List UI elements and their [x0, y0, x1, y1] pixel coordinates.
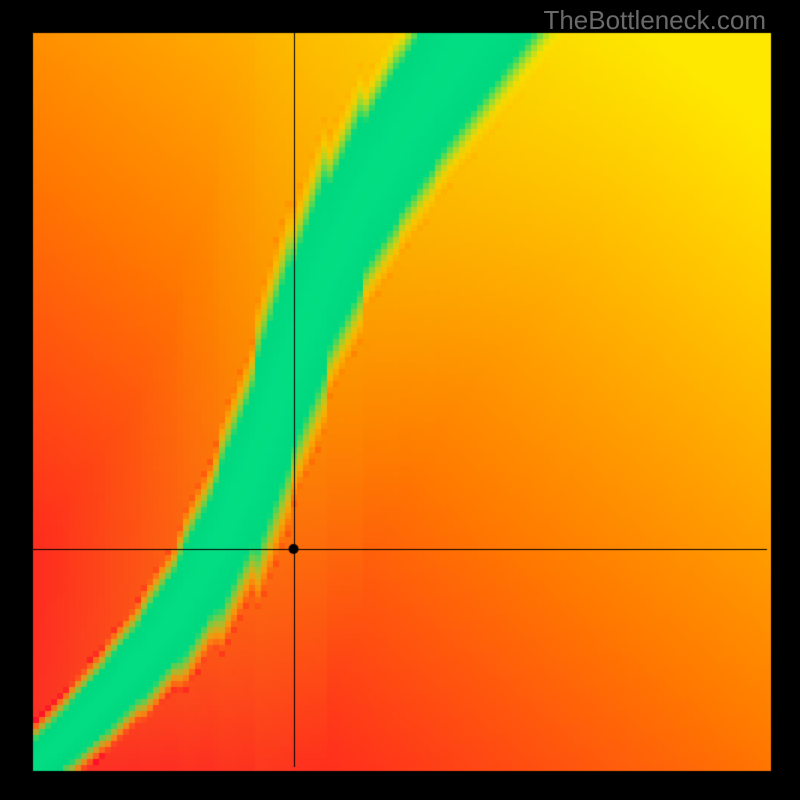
bottleneck-heatmap — [0, 0, 800, 800]
chart-container: TheBottleneck.com — [0, 0, 800, 800]
watermark-text: TheBottleneck.com — [543, 5, 766, 36]
